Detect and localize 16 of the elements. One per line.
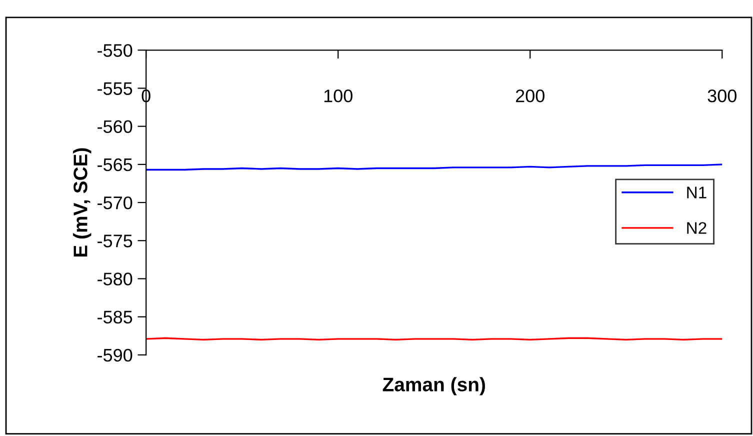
y-tick-label: -550: [98, 44, 132, 57]
y-tick-label: -585: [98, 310, 132, 324]
x-tick-label: 300: [708, 90, 736, 102]
y-tick-label: -570: [98, 196, 132, 210]
y-axis-title: E (mV, SCE): [73, 148, 92, 257]
legend-label: N2: [687, 222, 706, 234]
y-tick-label: -560: [98, 120, 132, 134]
x-tick-label: 100: [324, 90, 352, 102]
y-tick-label: -555: [98, 82, 132, 95]
x-tick-label: 200: [516, 90, 544, 102]
x-axis-title: Zaman (sn): [382, 377, 485, 396]
y-tick-label: -590: [98, 348, 132, 362]
legend-label: N1: [687, 186, 706, 198]
y-tick-label: -575: [98, 234, 132, 248]
y-tick-label: -565: [98, 158, 132, 172]
y-tick-label: -580: [98, 272, 132, 286]
